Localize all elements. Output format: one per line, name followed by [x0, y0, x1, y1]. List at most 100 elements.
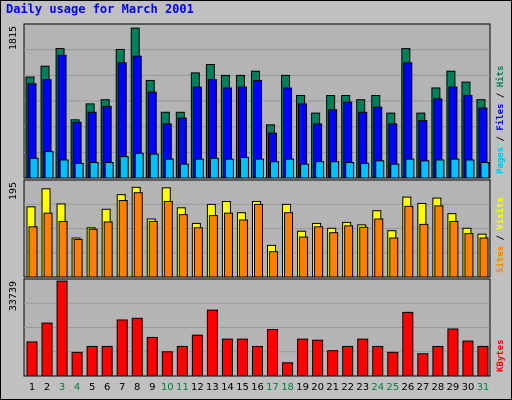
bar-sites-28 [434, 205, 444, 278]
x-tick-label: 26 [401, 382, 414, 393]
bar-pages-29 [450, 158, 460, 179]
bar-sites-17 [269, 251, 279, 278]
bar-pages-16 [254, 158, 264, 179]
x-tick-label: 12 [191, 382, 204, 393]
legend-visits-sites: Sites / Visits [495, 197, 506, 273]
x-tick-label: 15 [236, 382, 249, 393]
bar-kbytes-14 [221, 338, 233, 377]
bar-sites-16 [253, 203, 263, 278]
x-tick-label: 14 [221, 382, 234, 393]
x-tick-label: 23 [356, 382, 369, 393]
bar-pages-19 [300, 163, 310, 179]
bar-sites-7 [118, 200, 128, 278]
bar-sites-3 [58, 220, 68, 278]
bar-pages-14 [224, 158, 234, 179]
bar-sites-18 [284, 212, 294, 278]
y-max-label-visits-sites: 195 [8, 182, 19, 200]
bar-kbytes-8 [131, 317, 143, 377]
bar-kbytes-23 [357, 338, 369, 377]
x-tick-label: 2 [44, 382, 50, 393]
legend-item-visits: Visits [495, 197, 506, 230]
bar-kbytes-22 [342, 345, 354, 377]
x-tick-label: 7 [119, 382, 125, 393]
bar-pages-20 [315, 161, 325, 179]
x-tick-label: 11 [176, 382, 189, 393]
bar-pages-11 [179, 163, 189, 179]
bar-sites-19 [299, 236, 309, 278]
x-tick-label: 6 [104, 382, 110, 393]
bar-pages-27 [420, 160, 430, 179]
x-tick-label: 8 [134, 382, 140, 393]
bar-kbytes-1 [26, 341, 38, 377]
x-tick-label: 30 [462, 382, 475, 393]
legend-item-sites: Sites [495, 246, 506, 273]
bar-sites-9 [148, 220, 158, 278]
bar-pages-30 [465, 159, 475, 179]
x-tick-label: 16 [251, 382, 264, 393]
x-tick-label: 3 [59, 382, 65, 393]
bar-kbytes-11 [176, 345, 188, 377]
bar-pages-10 [164, 158, 174, 179]
bar-pages-22 [345, 162, 355, 179]
bar-sites-12 [193, 227, 203, 278]
bar-pages-4 [74, 162, 84, 179]
x-tick-label: 5 [89, 382, 95, 393]
bar-kbytes-6 [101, 345, 113, 377]
bar-sites-8 [133, 192, 143, 278]
x-tick-label: 10 [161, 382, 174, 393]
bar-sites-2 [43, 212, 53, 278]
bar-pages-7 [119, 156, 129, 179]
bar-pages-21 [330, 161, 340, 179]
bar-pages-3 [59, 159, 69, 179]
bar-sites-10 [163, 200, 173, 278]
legend-separator: / [496, 131, 506, 147]
bar-pages-28 [435, 159, 445, 179]
bar-kbytes-16 [251, 345, 263, 377]
x-tick-label: 18 [281, 382, 294, 393]
bar-pages-8 [134, 152, 144, 179]
bar-kbytes-19 [297, 338, 309, 377]
x-tick-label: 22 [341, 382, 354, 393]
bar-pages-2 [44, 151, 54, 179]
bar-sites-22 [344, 225, 354, 278]
bar-kbytes-2 [41, 322, 53, 377]
y-max-label-hits-files-pages: 1815 [8, 26, 19, 50]
bar-kbytes-10 [161, 351, 173, 377]
bar-kbytes-5 [86, 345, 98, 377]
bar-pages-24 [375, 160, 385, 179]
x-tick-label: 29 [447, 382, 460, 393]
bar-pages-6 [104, 162, 114, 179]
bar-pages-25 [390, 163, 400, 179]
bar-pages-13 [209, 157, 219, 179]
bar-kbytes-7 [116, 319, 128, 377]
bar-kbytes-13 [206, 309, 218, 377]
x-tick-label: 4 [74, 382, 80, 393]
bar-sites-5 [88, 228, 98, 278]
bar-kbytes-26 [402, 311, 414, 377]
x-tick-label: 27 [416, 382, 429, 393]
bar-sites-24 [374, 218, 384, 278]
bar-sites-25 [389, 237, 399, 278]
bar-kbytes-18 [282, 362, 294, 377]
bar-kbytes-24 [372, 345, 384, 377]
bar-sites-30 [464, 233, 474, 278]
legend-hits-files-pages: Pages / Files / Hits [495, 66, 506, 174]
bar-sites-11 [178, 214, 188, 278]
x-tick-label: 13 [206, 382, 219, 393]
bar-pages-1 [29, 157, 39, 179]
x-tick-label: 21 [326, 382, 339, 393]
legend-separator: / [496, 230, 506, 246]
x-tick-label: 17 [266, 382, 279, 393]
bar-sites-13 [208, 215, 218, 278]
x-tick-label: 28 [432, 382, 445, 393]
bar-sites-15 [238, 219, 248, 278]
bar-sites-14 [223, 212, 233, 278]
x-tick-label: 25 [386, 382, 399, 393]
bar-pages-17 [270, 161, 280, 179]
bar-sites-6 [103, 221, 113, 278]
chart-title: Daily usage for March 2001 [6, 2, 194, 16]
bar-kbytes-30 [462, 340, 474, 377]
bar-sites-26 [404, 205, 414, 278]
legend-item-pages: Pages [496, 147, 506, 174]
bar-kbytes-4 [71, 351, 83, 377]
